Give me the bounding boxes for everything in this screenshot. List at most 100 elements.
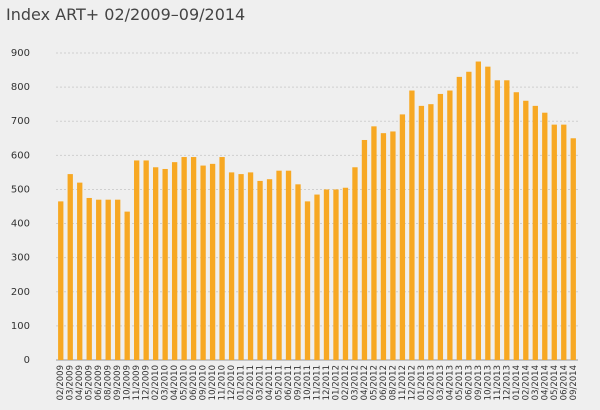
bar	[399, 114, 406, 361]
bar	[96, 199, 102, 360]
x-tick-label: 03/2012	[350, 365, 360, 400]
bar	[504, 80, 510, 361]
x-tick-label: 04/2010	[170, 365, 180, 400]
x-tick-label: 04/2009	[75, 365, 85, 400]
x-tick-label: 09/2010	[199, 365, 209, 400]
x-tick-label: 09/2009	[113, 365, 123, 400]
bar	[171, 162, 178, 360]
bar	[190, 157, 197, 360]
x-tick-label: 01/2011	[237, 365, 247, 400]
bar	[352, 167, 358, 360]
y-tick-label: 400	[11, 219, 30, 230]
bar	[247, 172, 254, 360]
x-tick-label: 10/2011	[303, 365, 313, 400]
x-tick-label: 12/2009	[142, 365, 152, 400]
x-tick-label: 02/2011	[246, 365, 256, 400]
x-tick-label: 10/2013	[483, 365, 493, 400]
x-tick-label: 11/2012	[398, 365, 408, 400]
x-tick-label: 01/2014	[512, 365, 522, 400]
x-tick-label: 02/2010	[151, 365, 161, 400]
bar	[523, 100, 529, 360]
bar	[532, 105, 538, 360]
bar	[380, 133, 387, 360]
x-tick-label: 05/2013	[455, 365, 465, 400]
x-tick-label: 05/2011	[275, 365, 285, 400]
x-tick-label: 04/2011	[265, 365, 275, 400]
x-tick-label: 09/2014	[569, 365, 579, 400]
y-tick-label: 100	[11, 321, 30, 332]
x-tick-label: 04/2014	[540, 365, 550, 400]
y-tick-label: 300	[11, 253, 30, 264]
x-tick-label: 08/2009	[104, 365, 114, 400]
x-tick-label: 11/2011	[313, 365, 323, 400]
bar	[181, 157, 187, 360]
x-tick-label: 03/2011	[256, 365, 266, 400]
x-tick-label: 09/2013	[474, 365, 484, 400]
bar	[390, 131, 396, 360]
x-tick-label: 09/2011	[294, 365, 304, 400]
bar	[266, 179, 273, 360]
x-tick-label: 06/2010	[189, 365, 199, 400]
bar	[209, 163, 216, 360]
bar	[77, 182, 83, 360]
x-tick-label: 12/2010	[227, 365, 237, 400]
x-tick-label: 06/2013	[464, 365, 474, 400]
y-tick-label: 600	[11, 150, 30, 161]
bar	[219, 157, 225, 360]
y-tick-label: 800	[11, 82, 30, 93]
x-tick-label: 08/2012	[388, 365, 398, 400]
bar	[285, 170, 292, 360]
y-tick-label: 700	[11, 116, 30, 127]
bar	[257, 180, 263, 360]
x-tick-label: 11/2010	[218, 365, 228, 400]
x-tick-label: 05/2014	[550, 365, 560, 400]
y-tick-label: 500	[11, 184, 30, 195]
bar	[228, 172, 235, 360]
bar	[428, 104, 434, 361]
bar	[333, 189, 339, 360]
x-tick-label: 05/2009	[85, 365, 95, 400]
x-tick-label: 02/2013	[426, 365, 436, 400]
x-tick-label: 01/2013	[417, 365, 427, 400]
bar	[323, 189, 330, 360]
bar	[67, 174, 73, 360]
x-tick-label: 10/2010	[208, 365, 218, 400]
bar	[304, 201, 311, 360]
chart-title: Index ART+ 02/2009–09/2014	[6, 5, 245, 24]
x-tick-label: 02/2014	[521, 365, 531, 400]
y-tick-label: 900	[11, 48, 30, 59]
x-tick-label: 04/2012	[360, 365, 370, 400]
bar	[143, 160, 149, 360]
bar	[513, 92, 519, 360]
x-tick-label: 01/2012	[331, 365, 341, 400]
bar	[485, 66, 491, 361]
bar	[115, 199, 121, 360]
bar	[124, 211, 130, 360]
x-tick-label: 03/2014	[531, 365, 541, 400]
bar	[134, 160, 140, 360]
bar	[86, 197, 92, 360]
bar	[200, 165, 206, 360]
x-tick-label: 02/2009	[56, 365, 66, 400]
bar	[152, 167, 159, 360]
bar	[295, 184, 301, 360]
bar	[494, 80, 500, 361]
bar	[276, 170, 282, 360]
bar	[437, 93, 444, 360]
x-tick-label: 05/2010	[180, 365, 190, 400]
bar	[447, 90, 453, 361]
bar	[542, 112, 548, 360]
x-tick-label: 06/2009	[94, 365, 104, 400]
bar	[342, 187, 349, 360]
bar	[561, 124, 567, 360]
bar	[418, 105, 425, 360]
bar	[238, 174, 244, 360]
y-tick-label: 200	[11, 287, 30, 298]
x-tick-label: 06/2014	[559, 365, 569, 400]
bar	[456, 76, 463, 360]
x-tick-label: 11/2009	[132, 365, 142, 400]
bar	[314, 194, 320, 360]
bar	[475, 61, 482, 361]
bar	[105, 199, 111, 360]
